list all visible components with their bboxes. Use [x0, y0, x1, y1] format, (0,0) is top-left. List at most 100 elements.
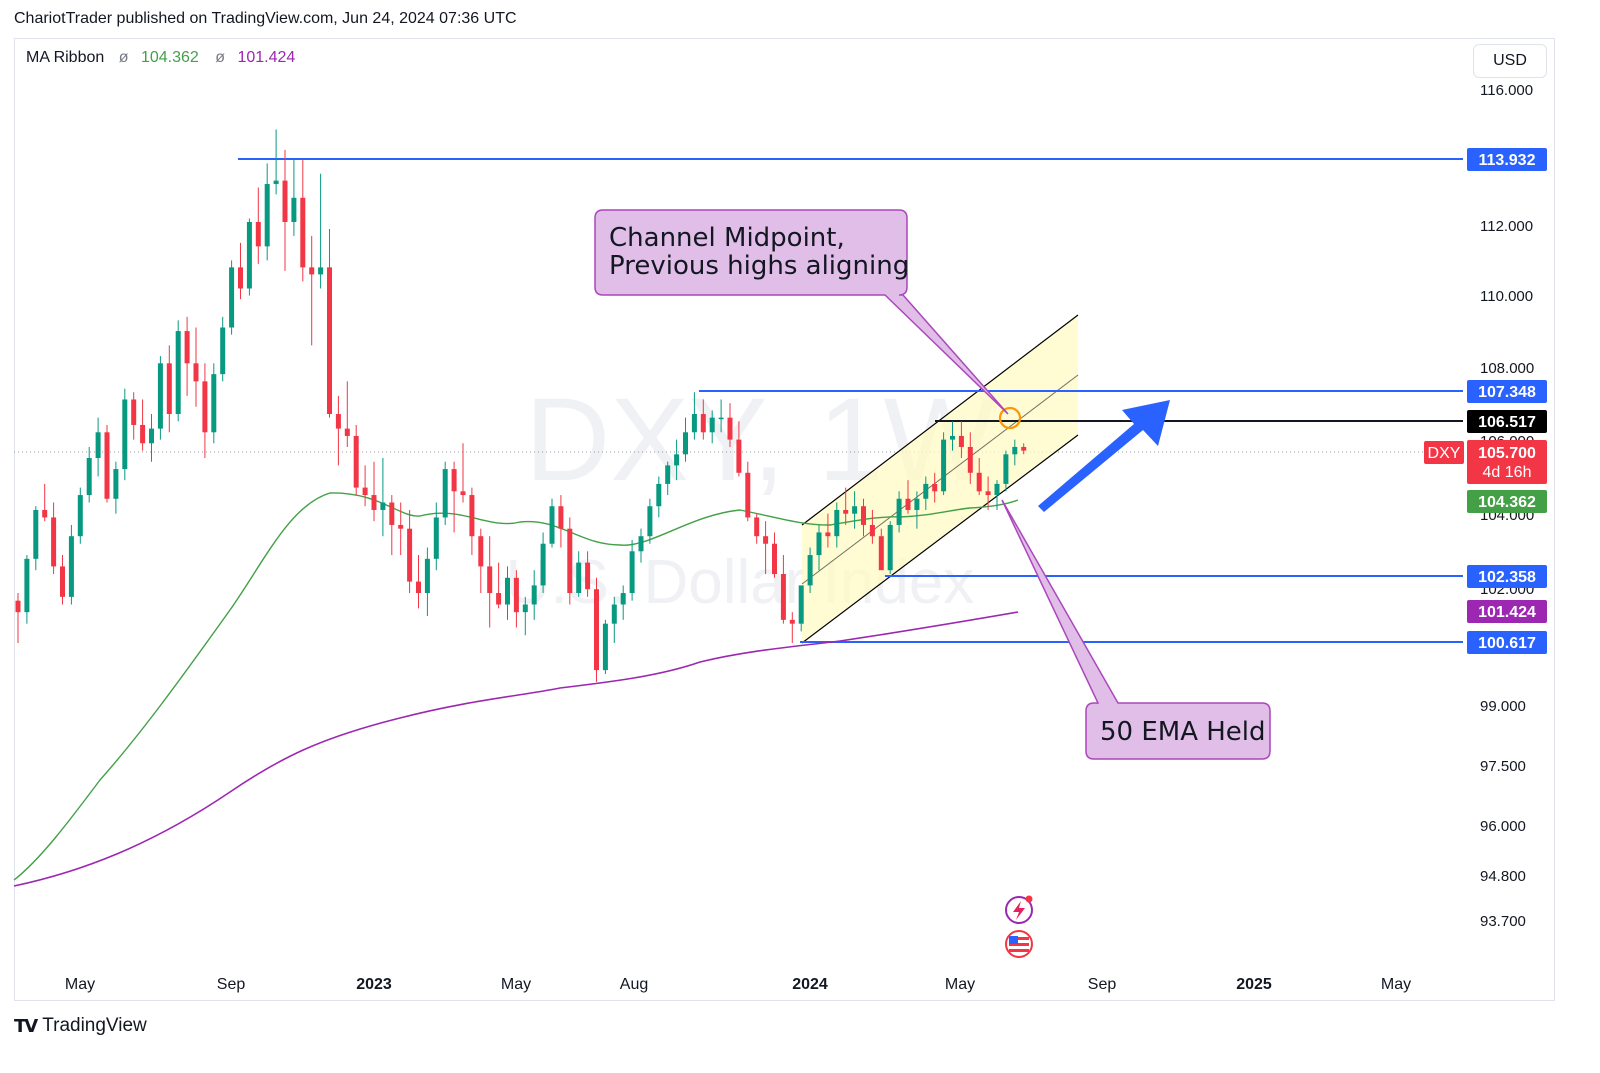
price-label-ema200: 101.424 [1478, 604, 1536, 621]
candle-body [238, 267, 243, 289]
candle-body [789, 619, 795, 624]
label-bg [1467, 600, 1547, 623]
indicator-legend[interactable]: MA Ribbon ø 104.362 ø 101.424 [26, 49, 295, 67]
footer-brand: TradingView [42, 1015, 147, 1036]
candle-body [905, 498, 911, 510]
candle-body [255, 222, 261, 247]
candle-body [104, 432, 110, 499]
y-tick: 93.700 [1480, 913, 1526, 930]
label-bg [1467, 440, 1547, 484]
candle-body [86, 458, 92, 496]
x-tick: May [65, 976, 95, 993]
candle-body [1012, 446, 1018, 455]
candle-body [407, 528, 413, 582]
current-symbol-bg [1424, 441, 1464, 464]
candle-body [335, 414, 341, 429]
candle-body [460, 491, 466, 496]
x-tick: 2025 [1236, 976, 1272, 993]
candle-body [967, 446, 973, 473]
candle-body [780, 573, 786, 620]
candle-body [914, 498, 920, 510]
highlight-circle [998, 406, 1022, 430]
price-label-113-932: 113.932 [1479, 152, 1536, 169]
y-tick: 110.000 [1480, 288, 1533, 305]
candle-body [175, 331, 181, 415]
price-label-107-348: 107.348 [1478, 384, 1536, 401]
candle-body [51, 517, 57, 567]
callout-1-line1: Channel Midpoint, [609, 223, 845, 253]
candle-body [442, 469, 448, 518]
currency-button[interactable]: USD [1473, 44, 1547, 78]
candle-body [736, 439, 742, 473]
price-label-ema50: 104.362 [1478, 494, 1536, 511]
candle-body [451, 469, 457, 492]
candle-body [629, 551, 635, 594]
candle-body [825, 532, 831, 537]
candle-body [567, 528, 573, 594]
candle-body [122, 399, 128, 470]
label-bg [1467, 565, 1547, 588]
candle-body [157, 363, 163, 429]
candle-body [282, 180, 288, 223]
candle-body [763, 536, 769, 544]
candle-body [184, 331, 190, 364]
candle-body [15, 600, 21, 613]
candle-body [309, 267, 315, 275]
candle-body [513, 577, 519, 613]
candle-body [42, 509, 48, 518]
candle-body [647, 506, 653, 537]
us-flag-icon[interactable] [1005, 930, 1033, 958]
candle-body [985, 491, 991, 496]
candle-body [113, 469, 119, 499]
y-tick: 116.000 [1480, 82, 1533, 99]
callout-50-ema-held: 50 EMA Held [1001, 499, 1271, 760]
label-bg [1467, 410, 1547, 433]
tradingview-logo[interactable]: TV TradingView [14, 1015, 147, 1037]
callout-1-line2: Previous highs aligning [609, 251, 909, 281]
price-labels: 113.932 107.348 106.517 DXY 105.700 4d 1… [1424, 148, 1547, 654]
candle-body [665, 465, 671, 484]
candle-body [700, 414, 706, 433]
candle-body [611, 604, 617, 624]
channel-mid-line [801, 374, 1079, 585]
y-tick: 94.800 [1480, 868, 1526, 885]
candle-body [834, 509, 840, 537]
indicator-name: MA Ribbon [26, 49, 105, 66]
lightning-icon[interactable] [1005, 895, 1033, 924]
ema200-value: 101.424 [237, 49, 296, 66]
candle-body [950, 435, 955, 440]
candle-body [932, 483, 938, 492]
y-tick: 108.000 [1480, 360, 1534, 377]
candle-body [861, 506, 866, 525]
label-bg [1467, 631, 1547, 654]
candle-body [896, 498, 902, 525]
candle-body [60, 566, 65, 597]
candle-body [95, 432, 101, 459]
candle-body [522, 604, 528, 613]
candle-body [674, 454, 680, 466]
candle-body [505, 577, 510, 605]
ema50-line [13, 492, 1019, 881]
ma-symbol-icon: ø [118, 49, 129, 66]
y-tick: 96.000 [1480, 818, 1526, 835]
price-label-102-358: 102.358 [1478, 569, 1536, 586]
candle-body [549, 506, 555, 544]
candle-body [318, 267, 324, 275]
price-label-current: 105.700 [1478, 445, 1536, 462]
candle-body [958, 435, 964, 447]
chart-frame [14, 38, 1555, 1001]
candle-body [994, 483, 1000, 496]
candle-body [531, 585, 537, 605]
bullish-arrow-icon [1038, 400, 1170, 512]
candle-body [976, 472, 982, 492]
candle-body [220, 327, 226, 375]
candle-body [211, 374, 217, 433]
candle-body [33, 509, 39, 559]
candle-body [585, 562, 591, 590]
label-bg [1467, 380, 1547, 403]
candle-body [478, 536, 484, 567]
callout-channel-midpoint: Channel Midpoint, Previous highs alignin… [594, 209, 1009, 415]
x-axis[interactable]: May Sep 2023 May Aug 2024 May Sep 2025 M… [65, 976, 1411, 993]
candle-body [727, 417, 733, 440]
